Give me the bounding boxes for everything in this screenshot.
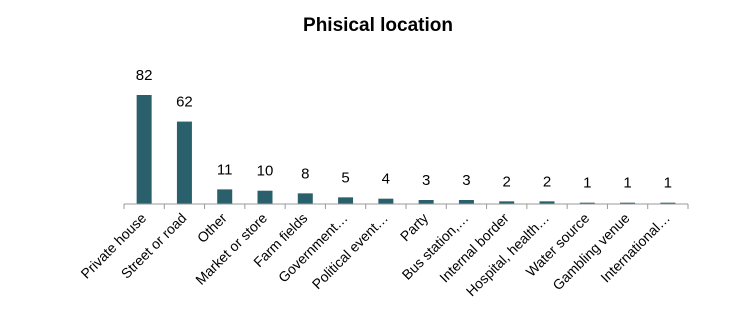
data-label: 1 (583, 175, 591, 192)
x-tick-label: International… (597, 210, 673, 286)
bar (378, 199, 393, 204)
x-tick-label: Internal border (436, 210, 512, 286)
bars-layer (137, 95, 676, 204)
bar (137, 95, 152, 204)
bar (177, 122, 192, 204)
x-tick-label: Political event… (309, 210, 391, 292)
x-tick-label: Party (397, 210, 431, 244)
data-label: 2 (503, 173, 511, 190)
chart-title: Phisical location (303, 15, 453, 36)
data-label: 3 (422, 172, 430, 189)
x-axis (124, 204, 688, 209)
bar (217, 189, 232, 204)
bar (298, 193, 313, 204)
x-tick-label: Market or store (192, 210, 270, 288)
data-label: 11 (217, 161, 233, 178)
data-label: 3 (462, 172, 470, 189)
x-tick-label: Other (194, 210, 230, 246)
data-label: 2 (543, 173, 551, 190)
bar (419, 200, 434, 204)
data-label: 62 (176, 94, 193, 111)
data-label: 4 (382, 171, 390, 188)
data-label: 8 (301, 165, 309, 182)
data-label: 82 (136, 67, 153, 84)
data-label: 10 (257, 163, 274, 180)
bar (258, 191, 273, 204)
bar (338, 197, 353, 204)
data-label: 5 (341, 169, 349, 186)
bar (459, 200, 474, 204)
data-label: 1 (664, 175, 672, 192)
data-label: 1 (623, 175, 631, 192)
